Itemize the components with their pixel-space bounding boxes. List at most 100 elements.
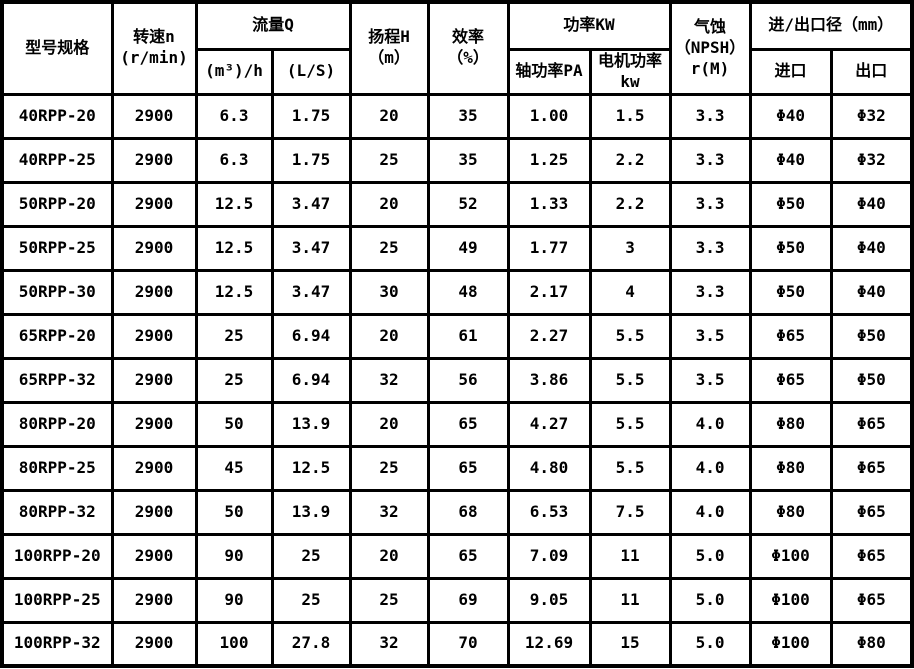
cell-head: 20 [348,400,430,448]
header-outlet: 出口 [829,47,914,96]
table-body: 40RPP-20 2900 6.3 1.75 20 35 1.00 1.5 3.3 Φ40 Φ32 4… [0,92,914,668]
cell-flow-ls: 25 [270,532,352,580]
cell-outlet: Φ32 [829,92,914,140]
cell-inlet: Φ40 [748,136,833,184]
cell-npsh: 4.0 [668,488,752,536]
table-row: 100RPP-32 2900 100 27.8 32 70 12.69 15 5.0 Φ100 Φ8… [0,620,914,668]
cell-speed: 2900 [110,532,198,580]
table-header: 型号规格 转速n (r/min) 流量Q 扬程H （m） 效率 （%） 功率KW… [0,0,914,96]
cell-efficiency: 65 [426,532,510,580]
cell-model: 100RPP-20 [0,532,114,580]
cell-model: 50RPP-25 [0,224,114,272]
cell-shaft-power: 3.86 [506,356,592,404]
table-row: 65RPP-32 2900 25 6.94 32 56 3.86 5.5 3.5 Φ65 Φ50 [0,356,914,404]
cell-motor-power: 7.5 [588,488,672,536]
cell-outlet: Φ65 [829,400,914,448]
table-row: 40RPP-20 2900 6.3 1.75 20 35 1.00 1.5 3.3 Φ40 Φ32 [0,92,914,140]
cell-model: 50RPP-20 [0,180,114,228]
cell-motor-power: 11 [588,576,672,624]
cell-head: 25 [348,576,430,624]
cell-speed: 2900 [110,136,198,184]
header-row-sub: (m³)/h (L/S) 轴功率PA 电机功率 kw 进口 出口 [2,47,914,96]
cell-inlet: Φ50 [748,180,833,228]
cell-efficiency: 35 [426,136,510,184]
cell-npsh: 3.3 [668,224,752,272]
cell-shaft-power: 4.27 [506,400,592,448]
cell-npsh: 4.0 [668,400,752,448]
cell-outlet: Φ32 [829,136,914,184]
cell-flow-m3h: 12.5 [194,180,274,228]
cell-outlet: Φ40 [829,224,914,272]
cell-shaft-power: 1.77 [506,224,592,272]
header-inlet: 进口 [748,47,833,96]
cell-efficiency: 69 [426,576,510,624]
table-row: 100RPP-20 2900 90 25 20 65 7.09 11 5.0 Φ100 Φ65 [0,532,914,580]
cell-efficiency: 56 [426,356,510,404]
cell-model: 80RPP-20 [0,400,114,448]
cell-head: 20 [348,532,430,580]
cell-flow-m3h: 25 [194,312,274,360]
cell-model: 65RPP-32 [0,356,114,404]
cell-efficiency: 49 [426,224,510,272]
cell-inlet: Φ40 [748,92,833,140]
cell-shaft-power: 1.25 [506,136,592,184]
header-flow-group: 流量Q [194,0,352,51]
table-row: 40RPP-25 2900 6.3 1.75 25 35 1.25 2.2 3.3 Φ40 Φ32 [0,136,914,184]
cell-inlet: Φ100 [748,532,833,580]
cell-model: 40RPP-20 [0,92,114,140]
table-row: 65RPP-20 2900 25 6.94 20 61 2.27 5.5 3.5 Φ65 Φ50 [0,312,914,360]
cell-model: 40RPP-25 [0,136,114,184]
header-npsh: 气蚀 （NPSH） r(M) [668,0,752,96]
cell-inlet: Φ80 [748,400,833,448]
header-inlet-outlet-group: 进/出口径（mm） [748,0,914,51]
cell-flow-ls: 6.94 [270,356,352,404]
cell-speed: 2900 [110,356,198,404]
cell-shaft-power: 1.33 [506,180,592,228]
table-row: 80RPP-20 2900 50 13.9 20 65 4.27 5.5 4.0 Φ80 Φ65 [0,400,914,448]
cell-speed: 2900 [110,268,198,316]
cell-head: 32 [348,356,430,404]
cell-speed: 2900 [110,180,198,228]
table-row: 50RPP-30 2900 12.5 3.47 30 48 2.17 4 3.3 Φ50 Φ40 [0,268,914,316]
cell-inlet: Φ80 [748,488,833,536]
cell-motor-power: 5.5 [588,444,672,492]
cell-speed: 2900 [110,488,198,536]
cell-motor-power: 1.5 [588,92,672,140]
cell-flow-ls: 1.75 [270,92,352,140]
cell-flow-m3h: 90 [194,576,274,624]
cell-model: 80RPP-32 [0,488,114,536]
cell-inlet: Φ100 [748,620,833,668]
header-model: 型号规格 [0,0,114,96]
cell-npsh: 5.0 [668,620,752,668]
cell-npsh: 3.3 [668,268,752,316]
cell-flow-ls: 6.94 [270,312,352,360]
cell-head: 20 [348,312,430,360]
cell-inlet: Φ65 [748,356,833,404]
cell-speed: 2900 [110,224,198,272]
table-row: 80RPP-25 2900 45 12.5 25 65 4.80 5.5 4.0 Φ80 Φ65 [0,444,914,492]
cell-head: 20 [348,180,430,228]
cell-motor-power: 15 [588,620,672,668]
cell-flow-ls: 25 [270,576,352,624]
table-row: 80RPP-32 2900 50 13.9 32 68 6.53 7.5 4.0 Φ80 Φ65 [0,488,914,536]
header-row-top: 型号规格 转速n (r/min) 流量Q 扬程H （m） 效率 （%） 功率KW… [0,0,914,96]
cell-head: 32 [348,620,430,668]
cell-head: 32 [348,488,430,536]
cell-flow-ls: 12.5 [270,444,352,492]
header-efficiency: 效率 （%） [426,0,510,96]
header-power-motor: 电机功率 kw [588,47,672,96]
cell-flow-m3h: 50 [194,400,274,448]
cell-npsh: 3.3 [668,136,752,184]
cell-speed: 2900 [110,92,198,140]
header-power-shaft: 轴功率PA [506,47,592,96]
table-row: 100RPP-25 2900 90 25 25 69 9.05 11 5.0 Φ100 Φ65 [0,576,914,624]
cell-motor-power: 5.5 [588,356,672,404]
cell-shaft-power: 9.05 [506,576,592,624]
header-head: 扬程H （m） [348,0,430,96]
table-row: 50RPP-20 2900 12.5 3.47 20 52 1.33 2.2 3.3 Φ50 Φ40 [0,180,914,228]
cell-efficiency: 65 [426,400,510,448]
cell-outlet: Φ65 [829,532,914,580]
table-row: 50RPP-25 2900 12.5 3.47 25 49 1.77 3 3.3 Φ50 Φ40 [0,224,914,272]
cell-inlet: Φ50 [748,224,833,272]
cell-shaft-power: 2.27 [506,312,592,360]
